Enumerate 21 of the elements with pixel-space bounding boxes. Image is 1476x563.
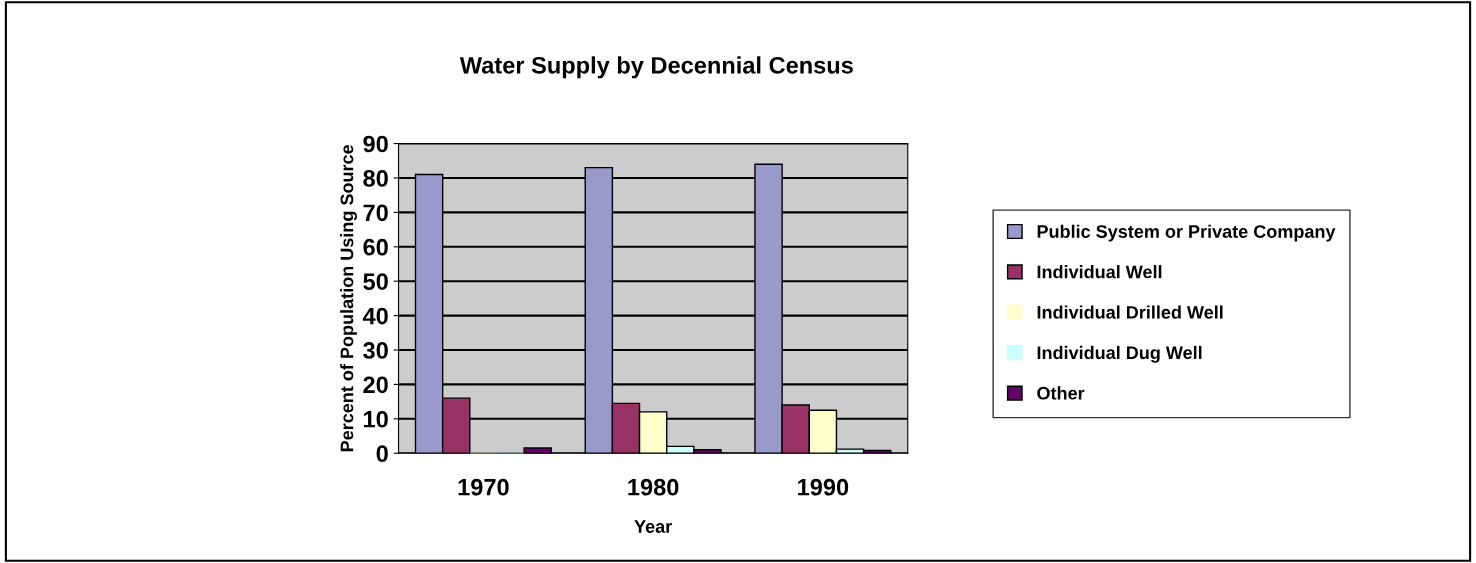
x-tick-label: 1970 — [458, 478, 509, 496]
y-axis-title: Percent of Population Using Source — [340, 145, 357, 452]
legend-label: Individual Well — [1037, 265, 1162, 279]
x-tick-label: 1990 — [798, 478, 849, 496]
y-tick-label: 30 — [363, 342, 388, 359]
legend-label: Individual Drilled Well — [1037, 305, 1223, 319]
legend-label: Other — [1037, 386, 1085, 400]
chart-title: Water Supply by Decennial Census — [459, 56, 853, 79]
y-tick-label: 60 — [363, 238, 388, 256]
legend-label: Individual Dug Well — [1037, 345, 1202, 363]
y-tick-label: 80 — [363, 170, 388, 187]
legend-label: Public System or Private Company — [1037, 224, 1336, 242]
x-tick-label: 1980 — [628, 478, 679, 496]
x-axis-title: Year — [634, 520, 672, 533]
y-tick-label: 20 — [363, 376, 388, 394]
y-tick-label: 90 — [363, 135, 388, 153]
y-tick-label: 70 — [363, 204, 388, 222]
y-tick-label: 50 — [363, 273, 388, 290]
y-tick-label: 0 — [376, 445, 388, 462]
y-tick-label: 40 — [362, 307, 388, 325]
y-tick-label: 10 — [364, 410, 388, 428]
